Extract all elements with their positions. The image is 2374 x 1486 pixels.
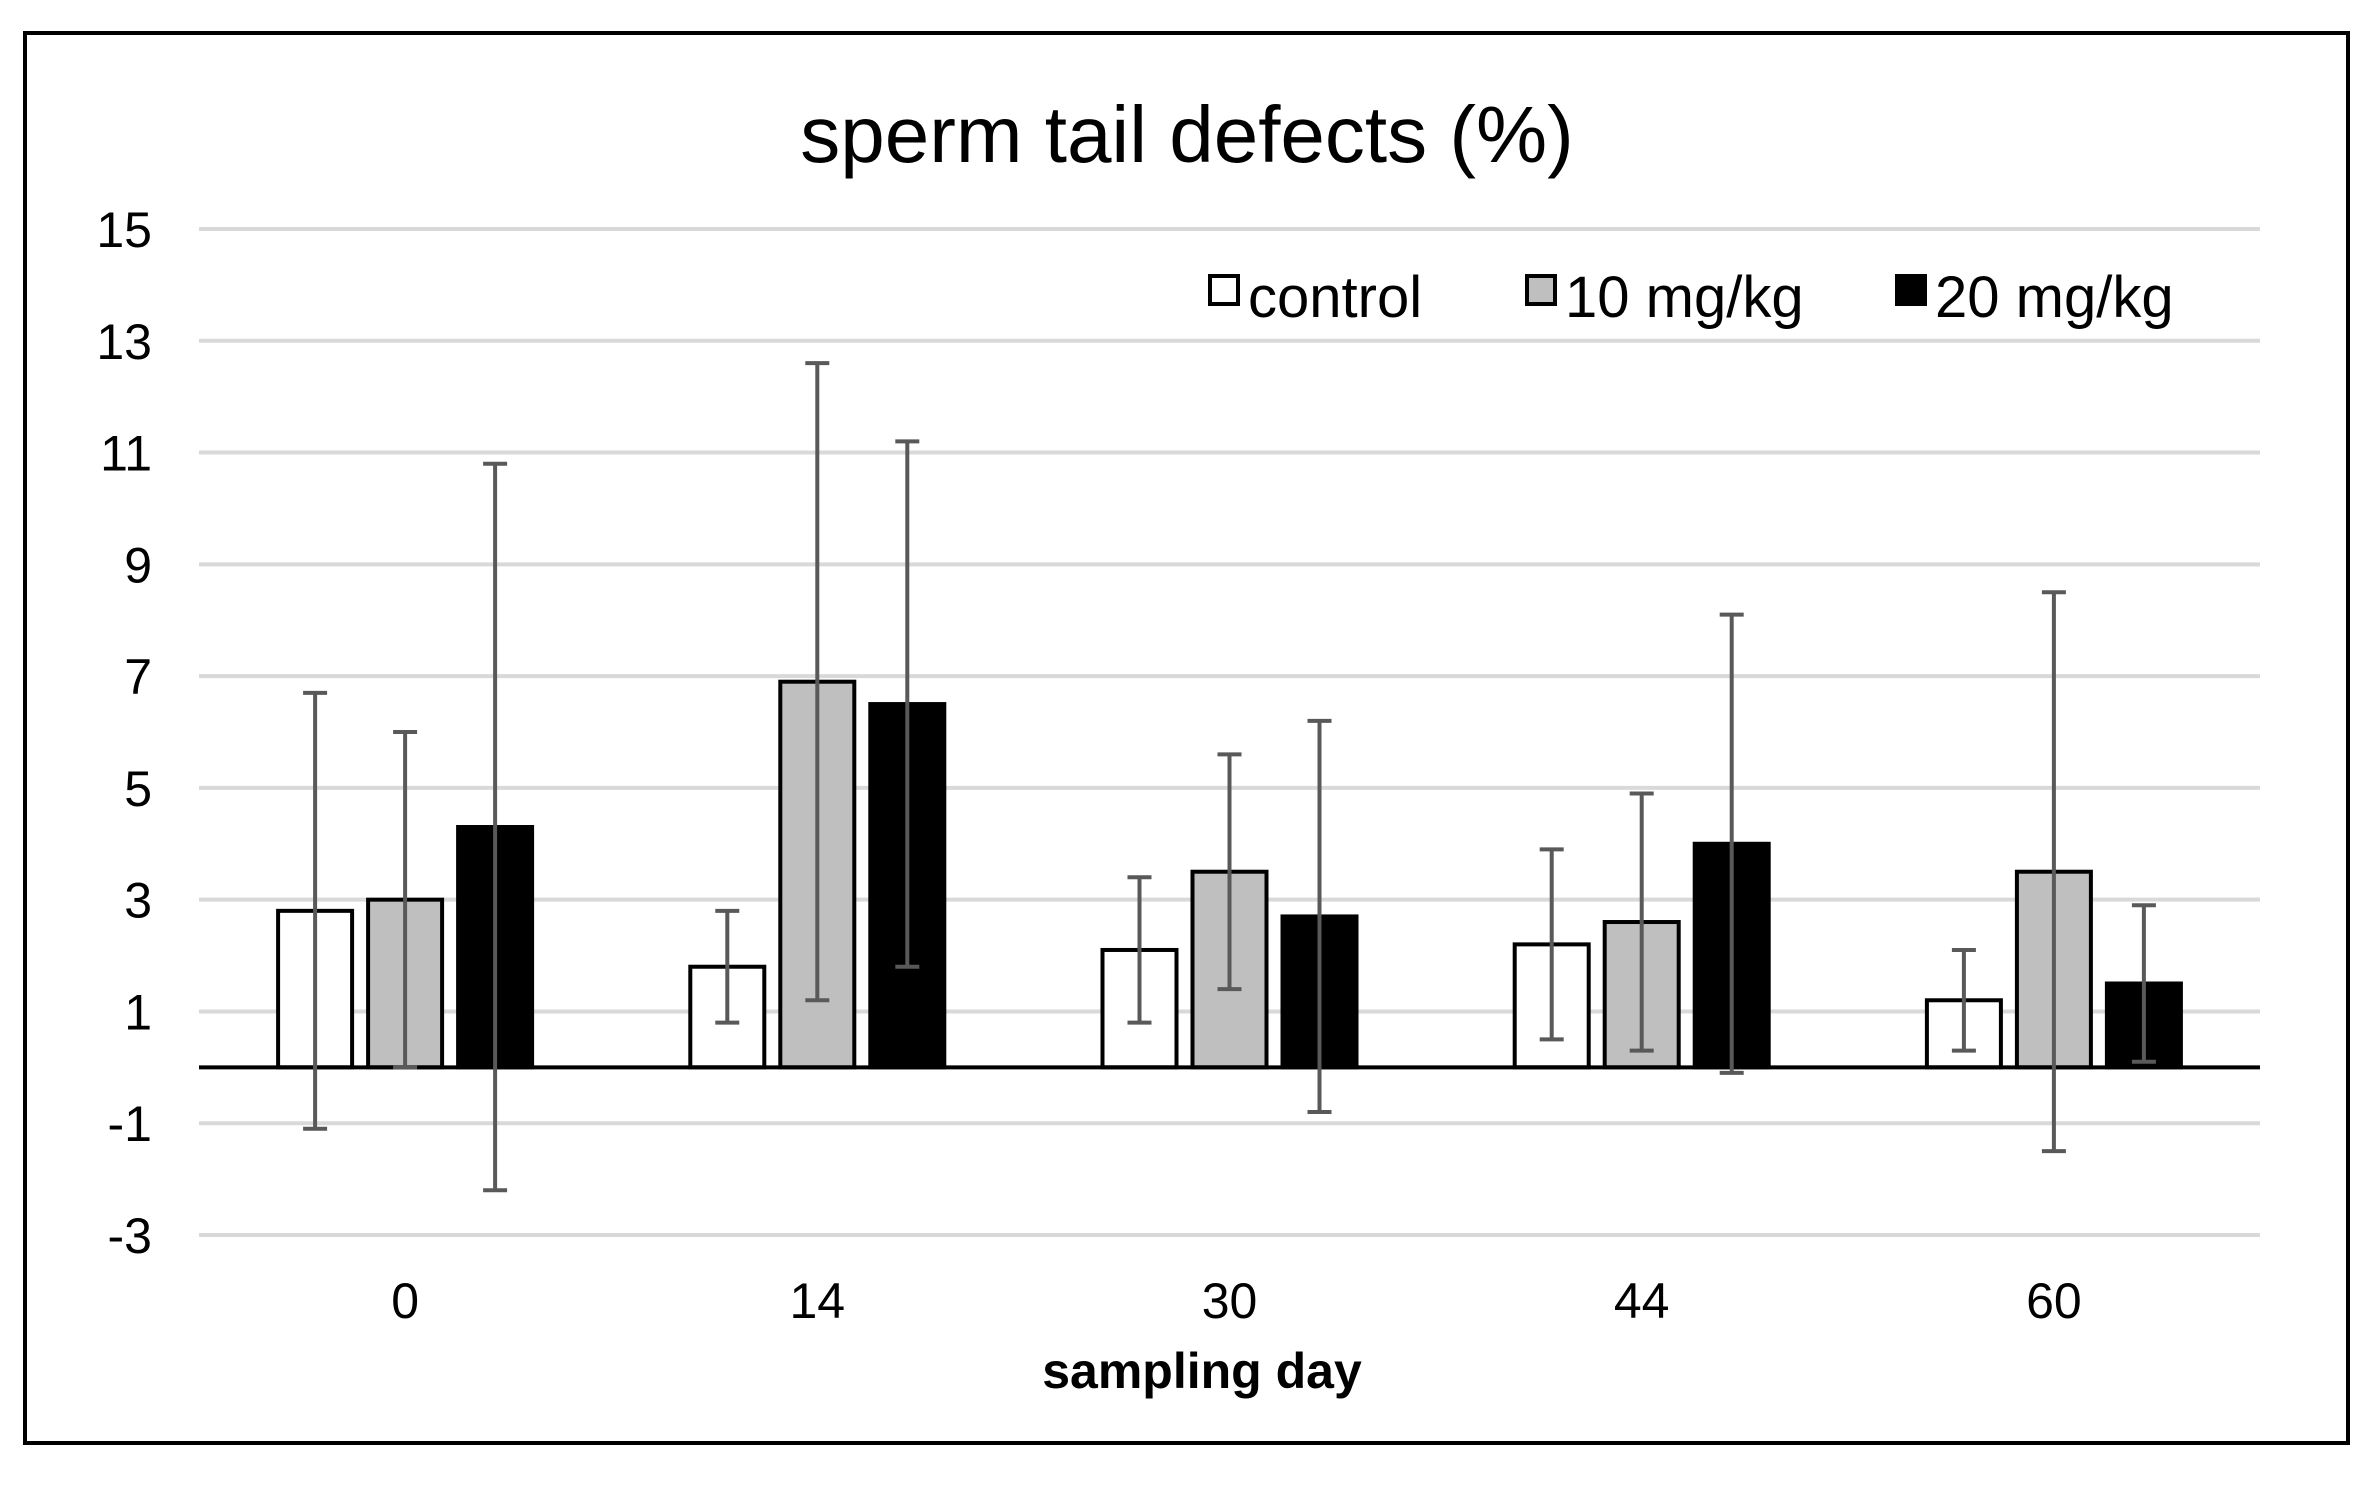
x-tick-label: 30 (1202, 1273, 1258, 1329)
error-bars (303, 361, 2156, 1193)
error-bar (393, 730, 418, 1070)
error-bar (1217, 752, 1242, 992)
y-tick-label: -3 (108, 1208, 152, 1264)
legend-swatch (1208, 274, 1240, 306)
legend-item: control (1208, 265, 1422, 330)
legend-swatch (1895, 274, 1927, 306)
y-tick-label: 15 (96, 202, 152, 258)
error-bar (1719, 612, 1744, 1075)
gridlines (199, 227, 2260, 1237)
x-tick-label: 44 (1614, 1273, 1670, 1329)
legend-label: control (1248, 265, 1422, 330)
error-bar (2041, 590, 2066, 1154)
chart-frame: 15 13 11 9 7 5 3 1 -1 -3 0 14 30 44 60 sperm tail def… (23, 31, 2350, 1445)
x-tick-label: 14 (789, 1273, 845, 1329)
legend-label: 10 mg/kg (1565, 265, 1804, 330)
error-bar (1629, 791, 1654, 1053)
legend-swatch (1525, 274, 1557, 306)
error-bar (303, 690, 328, 1131)
legend-item: 10 mg/kg (1525, 265, 1804, 330)
y-tick-label: 9 (124, 537, 152, 593)
error-bar (1127, 875, 1152, 1025)
error-bar (1951, 947, 1976, 1053)
error-bar (1539, 847, 1564, 1042)
x-axis-label: sampling day (1042, 1343, 1362, 1399)
y-tick-label: -1 (108, 1096, 152, 1152)
x-tick-labels: 0 14 30 44 60 (391, 1273, 2082, 1329)
error-bar (805, 361, 830, 1003)
legend: control 10 mg/kg 20 mg/kg (1208, 265, 2174, 330)
legend-item: 20 mg/kg (1895, 265, 2174, 330)
error-bar (483, 461, 508, 1193)
x-tick-label: 60 (2026, 1273, 2082, 1329)
y-tick-label: 1 (124, 984, 152, 1040)
y-tick-label: 13 (96, 314, 152, 370)
x-tick-label: 0 (391, 1273, 419, 1329)
y-tick-label: 7 (124, 649, 152, 705)
y-tick-label: 5 (124, 761, 152, 817)
y-tick-label: 11 (100, 426, 152, 482)
error-bar (2131, 903, 2156, 1064)
chart-svg: 15 13 11 9 7 5 3 1 -1 -3 0 14 30 44 60 sperm tail def… (96, 90, 2260, 1399)
chart-title: sperm tail defects (%) (800, 90, 1574, 179)
error-bar (895, 439, 920, 969)
legend-label: 20 mg/kg (1935, 265, 2174, 330)
y-tick-label: 3 (124, 873, 152, 929)
error-bar (715, 908, 740, 1025)
error-bar (1307, 718, 1332, 1115)
y-tick-labels: 15 13 11 9 7 5 3 1 -1 -3 (96, 202, 152, 1264)
